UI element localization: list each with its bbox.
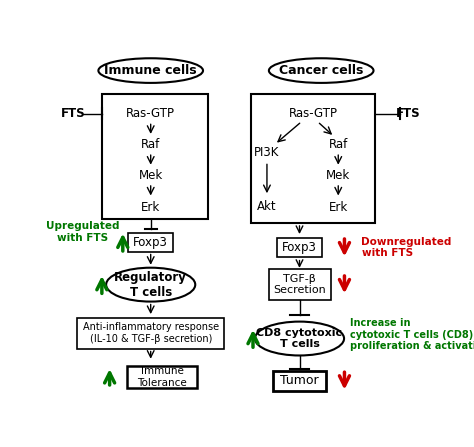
FancyBboxPatch shape (268, 269, 330, 300)
Text: FTS: FTS (396, 107, 420, 120)
Ellipse shape (255, 321, 344, 355)
FancyBboxPatch shape (128, 233, 173, 252)
Text: Akt: Akt (257, 200, 277, 213)
Text: Anti-inflammatory response
(IL-10 & TGF-β secretion): Anti-inflammatory response (IL-10 & TGF-… (82, 322, 219, 344)
Text: Mek: Mek (326, 169, 350, 182)
Text: Ras-GTP: Ras-GTP (126, 107, 175, 120)
FancyBboxPatch shape (77, 318, 224, 349)
Ellipse shape (269, 58, 374, 83)
Ellipse shape (106, 268, 195, 302)
Text: Foxp3: Foxp3 (133, 236, 168, 249)
Text: Regulatory
T cells: Regulatory T cells (114, 270, 187, 299)
Text: FTS: FTS (61, 107, 85, 120)
Text: TGF-β
Secretion: TGF-β Secretion (273, 274, 326, 295)
Text: Ras-GTP: Ras-GTP (289, 107, 338, 120)
Text: Tumor: Tumor (280, 375, 319, 388)
Text: Raf: Raf (141, 138, 160, 151)
Ellipse shape (99, 58, 203, 83)
Text: Immune
Tolerance: Immune Tolerance (137, 366, 187, 388)
Text: Mek: Mek (138, 169, 163, 182)
Text: Erk: Erk (141, 201, 160, 214)
Text: Cancer cells: Cancer cells (279, 64, 364, 77)
Text: CD8 cytotoxic
T cells: CD8 cytotoxic T cells (256, 328, 343, 350)
Text: Upregulated
with FTS: Upregulated with FTS (46, 221, 119, 243)
FancyBboxPatch shape (128, 366, 197, 388)
Text: PI3K: PI3K (254, 146, 280, 159)
Text: Erk: Erk (328, 201, 348, 214)
Text: Foxp3: Foxp3 (282, 241, 317, 254)
Text: Increase in
cytotoxic T cells (CD8)
proliferation & activation: Increase in cytotoxic T cells (CD8) prol… (350, 318, 474, 351)
FancyBboxPatch shape (273, 371, 326, 391)
Text: Raf: Raf (328, 138, 348, 151)
FancyBboxPatch shape (277, 238, 322, 257)
Text: Downregulated
with FTS: Downregulated with FTS (362, 237, 452, 258)
Text: Immune cells: Immune cells (104, 64, 197, 77)
